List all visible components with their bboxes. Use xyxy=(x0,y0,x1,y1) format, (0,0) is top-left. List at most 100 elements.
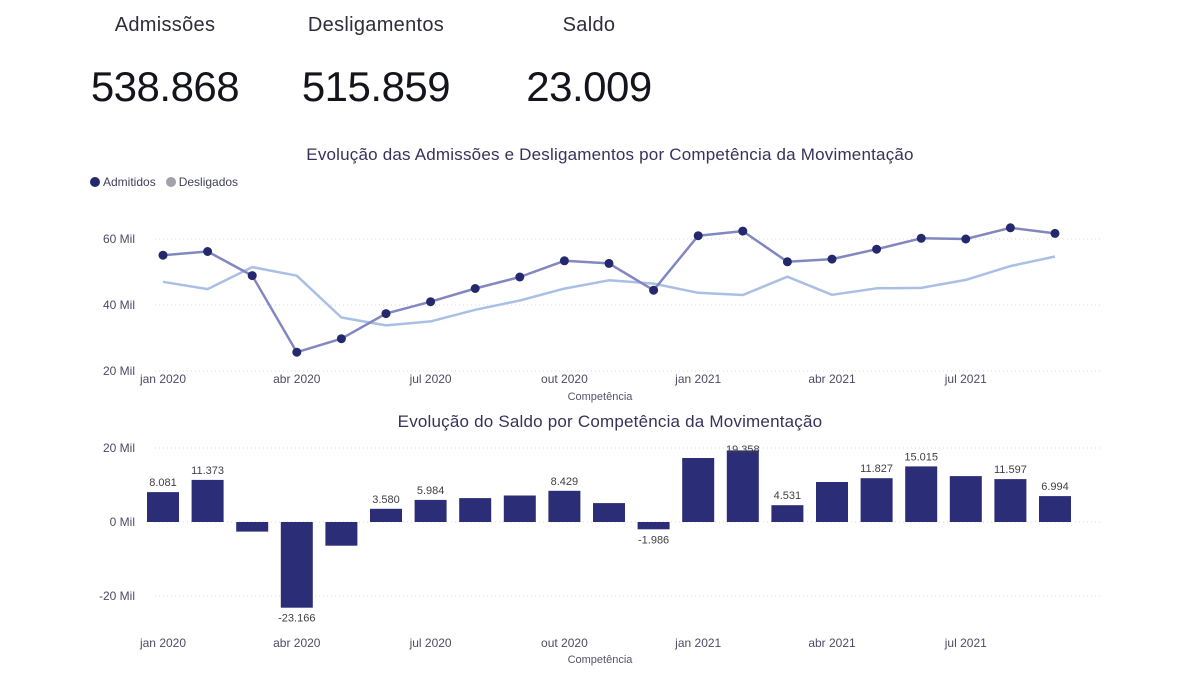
admitidos-legend-dot-icon xyxy=(90,177,100,187)
saldo-bar[interactable] xyxy=(771,505,804,522)
saldo-bar[interactable] xyxy=(994,479,1027,522)
admitidos-marker[interactable] xyxy=(693,231,703,241)
y-tick-label: 20 Mil xyxy=(103,443,135,455)
bar-data-label: -23.166 xyxy=(278,613,315,625)
admitidos-marker[interactable] xyxy=(158,250,168,260)
admitidos-marker[interactable] xyxy=(961,234,971,244)
admitidos-marker[interactable] xyxy=(203,247,213,256)
bar-data-label: -1.986 xyxy=(638,534,669,546)
x-tick-label: abr 2020 xyxy=(273,636,321,650)
admitidos-marker[interactable] xyxy=(247,271,257,281)
saldo-bar[interactable] xyxy=(236,522,269,532)
bar-data-label: 8.429 xyxy=(551,476,579,488)
kpi-value: 23.009 xyxy=(526,63,652,110)
admitidos-marker[interactable] xyxy=(470,284,480,293)
y-tick-label: 20 Mil xyxy=(103,364,135,378)
admitidos-line[interactable] xyxy=(162,226,1056,354)
x-tick-label: jan 2021 xyxy=(674,372,721,386)
admitidos-marker[interactable] xyxy=(426,297,436,307)
admitidos-marker[interactable] xyxy=(916,233,926,243)
line-chart: 20 Mil 40 Mil 60 Mil jan 2020 abr 2020 jul 20… xyxy=(103,223,1100,386)
admitidos-marker[interactable] xyxy=(738,226,748,236)
kpi-label: Admissões xyxy=(114,14,216,36)
saldo-bar[interactable] xyxy=(860,478,893,522)
bar-data-label: 8.081 xyxy=(149,477,177,489)
saldo-bar[interactable] xyxy=(191,479,224,522)
x-tick-label: jan 2020 xyxy=(139,372,186,386)
admitidos-marker[interactable] xyxy=(1050,228,1060,238)
bar-data-label: 3.580 xyxy=(372,494,400,506)
bar-data-label: 15.015 xyxy=(904,451,938,463)
admitidos-marker[interactable] xyxy=(381,309,391,319)
bar-data-label: 11.827 xyxy=(860,463,893,475)
kpi-card-desligamentos: Desligamentos 515.859 xyxy=(266,14,486,111)
bar-chart-title: Evolução do Saldo por Competência da Mov… xyxy=(397,412,823,431)
y-tick-label: 60 Mil xyxy=(103,232,135,246)
saldo-bar[interactable] xyxy=(414,499,447,522)
bar-data-label: 19.358 xyxy=(726,444,760,456)
admitidos-marker[interactable] xyxy=(827,254,837,264)
x-tick-label: out 2020 xyxy=(541,372,588,386)
bar-data-label: 11.597 xyxy=(994,464,1027,476)
kpi-card-saldo: Saldo 23.009 xyxy=(479,14,699,111)
admitidos-marker[interactable] xyxy=(292,347,302,357)
admitidos-marker[interactable] xyxy=(1005,223,1015,233)
saldo-bar[interactable] xyxy=(325,522,358,546)
x-tick-label: jul 2020 xyxy=(409,372,452,386)
line-chart-legend: Admitidos Desligados xyxy=(90,175,238,189)
admitidos-marker[interactable] xyxy=(559,256,569,266)
saldo-bar[interactable] xyxy=(816,482,848,522)
admitidos-marker[interactable] xyxy=(782,257,792,267)
line-chart-x-axis-title: Competência xyxy=(567,391,633,403)
desligados-legend-dot-icon xyxy=(165,177,176,187)
kpi-value: 515.859 xyxy=(301,63,451,110)
saldo-bar[interactable] xyxy=(147,492,179,522)
kpi-value: 538.868 xyxy=(90,63,240,110)
x-tick-label: jul 2021 xyxy=(944,372,987,386)
desligados-line[interactable] xyxy=(162,255,1056,327)
y-tick-label: 0 Mil xyxy=(110,515,135,529)
admitidos-marker[interactable] xyxy=(872,244,882,254)
bar-data-label: 6.994 xyxy=(1041,481,1069,493)
bar-data-label: 11.373 xyxy=(191,465,224,477)
x-tick-label: jan 2020 xyxy=(139,636,186,650)
x-tick-label: out 2020 xyxy=(541,636,588,650)
bar-chart: 20 Mil 0 Mil -20 Mil 8.081 11.373 -23.166 3.58… xyxy=(99,443,1100,650)
legend-item-admitidos[interactable]: Admitidos xyxy=(90,175,156,189)
saldo-bar[interactable] xyxy=(280,522,313,608)
bar-data-label: 5.984 xyxy=(417,485,445,497)
saldo-bar[interactable] xyxy=(548,490,581,522)
admitidos-marker[interactable] xyxy=(336,334,346,344)
saldo-bar[interactable] xyxy=(949,476,982,522)
x-tick-label: jan 2021 xyxy=(674,636,721,650)
legend-label: Admitidos xyxy=(103,175,156,189)
saldo-bar[interactable] xyxy=(593,503,625,522)
admitidos-marker[interactable] xyxy=(604,258,614,268)
x-tick-label: abr 2020 xyxy=(273,372,321,386)
kpi-label: Saldo xyxy=(562,14,616,36)
x-tick-label: jul 2020 xyxy=(409,636,452,650)
saldo-bar[interactable] xyxy=(726,450,759,522)
kpi-row: Admissões 538.868 Desligamentos 515.859 … xyxy=(0,0,1200,130)
saldo-bar[interactable] xyxy=(503,495,536,523)
saldo-bar[interactable] xyxy=(1039,496,1071,522)
bar-data-label: 4.531 xyxy=(774,490,802,502)
admitidos-marker[interactable] xyxy=(515,272,525,282)
line-chart-title: Evolução das Admissões e Desligamentos p… xyxy=(306,145,914,164)
saldo-bar[interactable] xyxy=(459,498,492,522)
saldo-bar[interactable] xyxy=(905,466,938,522)
kpi-card-admissoes: Admissões 538.868 xyxy=(55,14,275,111)
x-tick-label: abr 2021 xyxy=(808,372,856,386)
legend-item-desligados[interactable]: Desligados xyxy=(165,175,239,189)
legend-label: Desligados xyxy=(178,175,239,189)
saldo-bar[interactable] xyxy=(682,458,715,522)
y-tick-label: 40 Mil xyxy=(103,298,135,312)
admitidos-marker[interactable] xyxy=(649,285,659,295)
x-tick-label: jul 2021 xyxy=(944,636,987,650)
x-tick-label: abr 2021 xyxy=(808,636,856,650)
saldo-bar[interactable] xyxy=(637,522,670,530)
saldo-bar[interactable] xyxy=(370,508,402,522)
y-tick-label: -20 Mil xyxy=(99,589,135,603)
bar-chart-x-axis-title: Competência xyxy=(567,654,633,666)
